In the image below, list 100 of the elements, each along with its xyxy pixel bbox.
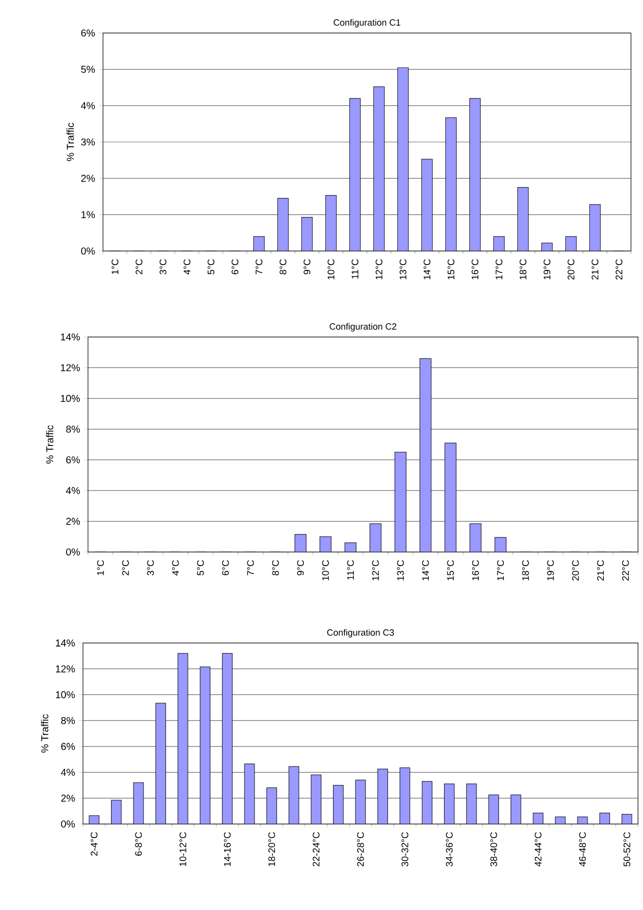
x-tick-label: 4°C xyxy=(172,560,179,576)
x-tick-label: 10°C xyxy=(328,259,334,280)
x-tick-label: 18°C xyxy=(520,259,526,280)
x-tick-label: 3°C xyxy=(160,259,166,274)
x-tick-label: 6°C xyxy=(232,259,238,274)
x-tick-label: 2°C xyxy=(136,259,142,274)
x-tick-label: 22-24°C xyxy=(312,832,320,866)
y-tick-label: 12% xyxy=(60,364,80,372)
y-tick-label: 6% xyxy=(81,29,95,37)
x-tick-label: 14°C xyxy=(424,259,430,280)
x-tick-label: 22°C xyxy=(616,259,622,280)
x-tick-label: 5°C xyxy=(208,259,214,274)
x-tick-label: 10-12°C xyxy=(180,832,186,866)
x-tick-label: 21°C xyxy=(597,560,604,581)
bar xyxy=(277,198,289,251)
bar xyxy=(301,216,313,251)
x-tick-label: 6°C xyxy=(222,560,229,576)
y-tick-label: 6% xyxy=(61,742,75,750)
x-tick-label: 1°C xyxy=(112,259,118,274)
y-tick-label: 0% xyxy=(61,820,75,828)
x-tick-label: 15°C xyxy=(448,259,454,280)
x-tick-label: 16°C xyxy=(472,259,478,280)
x-tick-label: 50-52°C xyxy=(624,832,630,866)
x-tick-label: 14-16°C xyxy=(224,832,231,866)
x-tick-label: 11°C xyxy=(347,560,354,580)
y-tick-label: 12% xyxy=(56,665,75,672)
y-tick-label: 6% xyxy=(66,456,80,464)
y-tick-label: 8% xyxy=(61,717,75,724)
y-axis-title: % Traffic xyxy=(66,122,74,162)
y-tick-label: 10% xyxy=(56,691,75,698)
x-tick-label: 34-36°C xyxy=(446,832,453,866)
bar xyxy=(294,534,306,552)
y-tick-label: 1% xyxy=(82,211,95,218)
bar xyxy=(344,542,356,552)
x-tick-label: 20°C xyxy=(568,259,574,280)
x-tick-label: 21°C xyxy=(592,259,598,280)
x-tick-label: 10°C xyxy=(322,560,329,580)
x-tick-label: 12°C xyxy=(376,259,382,280)
x-tick-label: 13°C xyxy=(400,259,406,280)
bar xyxy=(397,67,409,251)
x-tick-label: 16°C xyxy=(472,560,479,580)
x-tick-label: 15°C xyxy=(447,560,454,580)
x-tick-label: 6-8°C xyxy=(135,832,142,856)
x-tick-label: 19°C xyxy=(544,259,550,280)
x-tick-label: 8°C xyxy=(272,560,279,576)
y-tick-label: 8% xyxy=(66,426,80,433)
bar xyxy=(445,117,457,251)
x-tick-label: 14°C xyxy=(422,560,429,580)
x-tick-label: 19°C xyxy=(547,560,554,580)
y-tick-label: 2% xyxy=(66,518,80,525)
y-tick-label: 0% xyxy=(66,548,80,556)
bar xyxy=(469,98,481,251)
x-tick-label: 11°C xyxy=(352,259,358,279)
bar xyxy=(325,195,337,251)
x-tick-label: 38-40°C xyxy=(490,832,498,866)
x-tick-label: 20°C xyxy=(572,560,579,581)
bar xyxy=(373,86,385,251)
y-tick-label: 4% xyxy=(60,768,75,776)
y-tick-label: 14% xyxy=(56,639,75,646)
x-tick-label: 2-4°C xyxy=(90,832,98,856)
x-tick-label: 18°C xyxy=(522,560,529,580)
bar xyxy=(349,98,361,251)
x-tick-label: 2°C xyxy=(122,560,129,576)
x-tick-label: 17°C xyxy=(496,259,502,280)
y-tick-label: 10% xyxy=(60,394,80,402)
bar xyxy=(320,536,332,552)
bar xyxy=(517,187,529,251)
x-tick-label: 22°C xyxy=(622,560,629,581)
y-tick-label: 5% xyxy=(81,66,95,73)
y-tick-label: 0% xyxy=(81,247,95,255)
bar xyxy=(370,523,382,552)
y-tick-label: 4% xyxy=(80,102,95,110)
x-tick-label: 5°C xyxy=(197,560,204,576)
bar xyxy=(421,158,433,251)
y-tick-label: 14% xyxy=(60,333,80,340)
x-tick-label: 9°C xyxy=(297,560,304,576)
bar xyxy=(494,537,506,552)
bar xyxy=(470,523,482,552)
x-tick-label: 17°C xyxy=(497,560,504,580)
chart-title: Configuration C3 xyxy=(327,629,394,638)
bar xyxy=(444,442,456,552)
x-tick-label: 12°C xyxy=(372,560,379,580)
x-tick-label: 13°C xyxy=(397,560,404,580)
bar xyxy=(394,452,406,552)
x-tick-label: 18-20°C xyxy=(268,832,276,866)
chart-title: Configuration C1 xyxy=(334,19,400,28)
x-tick-label: 9°C xyxy=(304,259,310,274)
x-tick-label: 1°C xyxy=(97,560,104,576)
bar xyxy=(420,358,432,552)
x-tick-label: 4°C xyxy=(184,259,190,275)
bar xyxy=(589,204,601,251)
x-tick-label: 3°C xyxy=(147,560,154,576)
y-tick-label: 2% xyxy=(61,794,75,802)
y-axis-title: % Traffic xyxy=(46,425,54,464)
x-tick-label: 42-44°C xyxy=(534,832,542,867)
y-tick-label: 2% xyxy=(81,174,95,182)
x-tick-label: 26-28°C xyxy=(357,832,364,866)
x-tick-label: 7°C xyxy=(256,259,262,274)
chart-title: Configuration C2 xyxy=(330,323,396,332)
x-tick-label: 46-48°C xyxy=(579,832,586,867)
